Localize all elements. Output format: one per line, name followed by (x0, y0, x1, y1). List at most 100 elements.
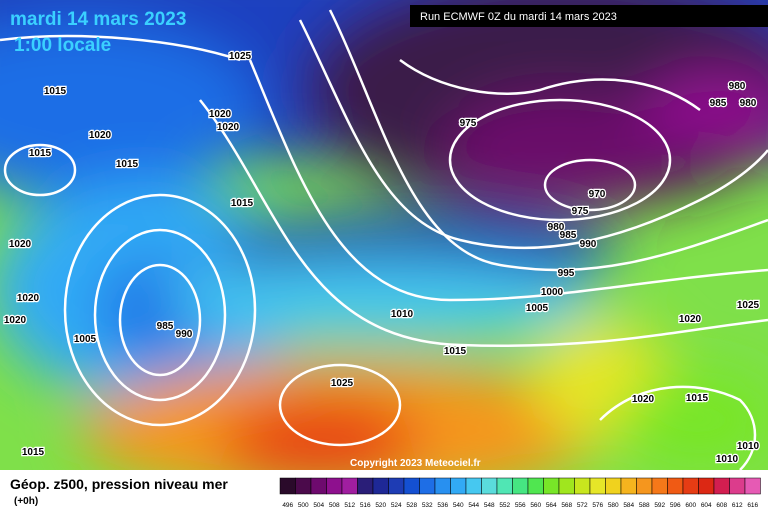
isobar-label: 1005 (74, 334, 97, 345)
isobar-label: 985 (157, 321, 174, 332)
legend-swatch (279, 477, 296, 495)
legend-swatch (434, 477, 451, 495)
legend-swatch (667, 477, 684, 495)
legend-swatch (326, 477, 343, 495)
legend-label: 528 (406, 502, 417, 509)
isobar-label: 1015 (22, 447, 45, 458)
isobar-label: 1025 (229, 51, 252, 62)
legend-label: 524 (391, 502, 402, 509)
legend-swatch (512, 477, 529, 495)
isobar-label: 1020 (632, 394, 655, 405)
isobar-label: 980 (740, 98, 757, 109)
legend-swatch (698, 477, 715, 495)
isobar-label: 1020 (217, 122, 240, 133)
isobar-label: 970 (589, 189, 606, 200)
legend-swatch (295, 477, 312, 495)
isobar-label: 1025 (331, 378, 354, 389)
legend-swatch (341, 477, 358, 495)
legend-label: 552 (499, 502, 510, 509)
map-field (0, 0, 768, 500)
isobar-label: 1015 (686, 393, 709, 404)
legend-label: 604 (701, 502, 712, 509)
isobar-label: 1015 (444, 346, 467, 357)
isobar-label: 990 (580, 239, 597, 250)
legend-swatch (403, 477, 420, 495)
isobar-label: 1005 (526, 303, 549, 314)
legend-swatch (527, 477, 544, 495)
legend-label: 516 (360, 502, 371, 509)
isobar-label: 1020 (9, 239, 32, 250)
isobar-label: 980 (729, 81, 746, 92)
legend-swatch (450, 477, 467, 495)
legend-label: 568 (561, 502, 572, 509)
legend-swatch (620, 477, 637, 495)
isobar-label: 1015 (116, 159, 139, 170)
run-banner (410, 5, 768, 27)
legend-label: 556 (515, 502, 526, 509)
isobar-label: 1010 (716, 454, 739, 465)
legend-swatch (605, 477, 622, 495)
legend-swatch (636, 477, 653, 495)
isobar-label: 1020 (89, 130, 112, 141)
legend-label: 572 (577, 502, 588, 509)
legend-label: 560 (530, 502, 541, 509)
legend-swatch (574, 477, 591, 495)
legend-swatch (357, 477, 374, 495)
isobar-label: 995 (558, 268, 575, 279)
legend-label: 612 (732, 502, 743, 509)
legend-swatch (465, 477, 482, 495)
legend-label: 500 (298, 502, 309, 509)
run-text: Run ECMWF 0Z du mardi 14 mars 2023 (420, 11, 617, 23)
isobar-label: 975 (572, 206, 589, 217)
isobar-label: 1015 (44, 86, 67, 97)
isobar-label: 1020 (4, 315, 27, 326)
legend-label: 520 (375, 502, 386, 509)
isobar-label: 1025 (737, 300, 760, 311)
legend-swatch (744, 477, 761, 495)
isobar-label: 1010 (391, 309, 414, 320)
legend-label: 600 (685, 502, 696, 509)
legend-label: 540 (453, 502, 464, 509)
time-text: 1:00 locale (14, 35, 111, 56)
legend-label: 536 (437, 502, 448, 509)
legend-swatch (651, 477, 668, 495)
isobar-label: 1015 (231, 198, 254, 209)
legend-label: 544 (468, 502, 479, 509)
legend-swatch (713, 477, 730, 495)
legend-swatch (558, 477, 575, 495)
field-name: Géop. z500, pression niveau mer (10, 476, 228, 492)
legend-swatch (310, 477, 327, 495)
legend: 496 500 504 508 512 516 520 524 528 532 536 540 544 5… (279, 477, 761, 509)
isobar-label: 980 (548, 222, 565, 233)
isobar-label: 1020 (679, 314, 702, 325)
legend-label: 548 (484, 502, 495, 509)
legend-swatch (682, 477, 699, 495)
legend-swatch (388, 477, 405, 495)
legend-label: 504 (313, 502, 324, 509)
isobar-label: 985 (560, 230, 577, 241)
legend-label: 496 (282, 502, 293, 509)
lead-time: (+0h) (14, 496, 38, 507)
legend-swatch (589, 477, 606, 495)
legend-swatch (419, 477, 436, 495)
legend-label: 532 (422, 502, 433, 509)
legend-label: 512 (344, 502, 355, 509)
legend-swatch (543, 477, 560, 495)
legend-label: 564 (546, 502, 557, 509)
legend-swatch (496, 477, 513, 495)
legend-label: 592 (654, 502, 665, 509)
isobar-label: 1000 (541, 287, 564, 298)
isobar-label: 1020 (209, 109, 232, 120)
legend-label: 588 (639, 502, 650, 509)
legend-label: 576 (592, 502, 603, 509)
isobar-label: 1010 (737, 441, 760, 452)
isobars (0, 9, 768, 471)
legend-label: 508 (329, 502, 340, 509)
isobar-label: 975 (460, 118, 477, 129)
isobar-label: 1020 (17, 293, 40, 304)
legend-swatch (729, 477, 746, 495)
isobar-label: 990 (176, 329, 193, 340)
date-text: mardi 14 mars 2023 (10, 9, 186, 30)
